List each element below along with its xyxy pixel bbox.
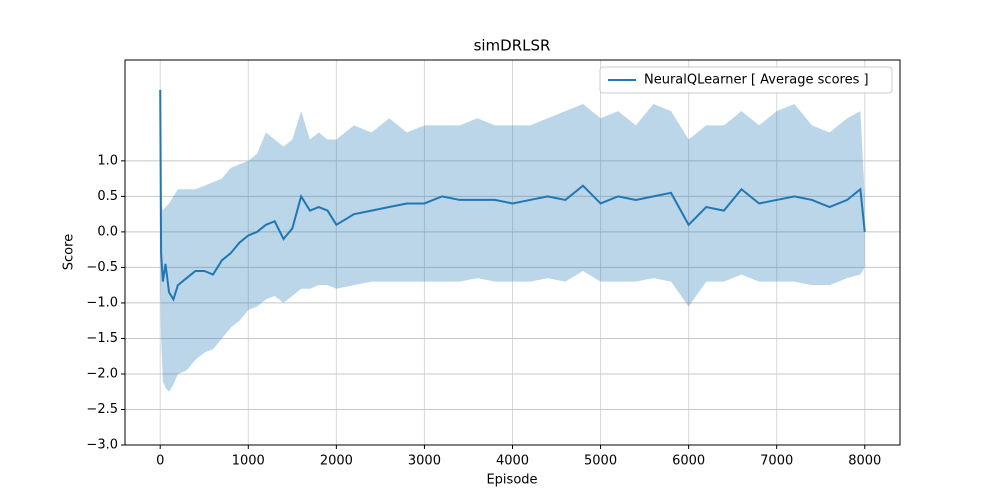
average-line — [159, 89, 866, 302]
x-tick-label: 6000 — [672, 454, 705, 469]
x-tick-label: 4000 — [496, 454, 529, 469]
x-tick-label: 3000 — [408, 454, 441, 469]
x-axis-label: Episode — [486, 473, 537, 488]
std-band — [160, 89, 865, 392]
y-tick-label: 1.0 — [97, 153, 118, 168]
legend-label: NeuralQLearner [ Average scores ] — [644, 73, 869, 88]
y-tick-label: −2.5 — [86, 402, 118, 417]
x-tick-label: 5000 — [584, 454, 617, 469]
y-tick-label: −3.0 — [86, 438, 118, 453]
y-tick-label: −2.0 — [86, 366, 118, 381]
y-tick-label: −1.0 — [86, 295, 118, 310]
x-tick-label: 2000 — [320, 454, 353, 469]
x-tick-label: 7000 — [760, 454, 793, 469]
x-tick-label: 1000 — [232, 454, 265, 469]
y-tick-label: −1.5 — [86, 331, 118, 346]
y-tick-label: 0.0 — [97, 224, 118, 239]
y-tick-label: −0.5 — [86, 260, 118, 275]
x-tick-label: 8000 — [848, 454, 881, 469]
chart-title: simDRLSR — [474, 37, 551, 55]
y-tick-label: 0.5 — [97, 189, 118, 204]
legend-box — [599, 66, 893, 94]
y-axis-label: Score — [62, 234, 77, 270]
plot-frame — [124, 59, 901, 446]
x-tick-label: 0 — [156, 454, 164, 469]
